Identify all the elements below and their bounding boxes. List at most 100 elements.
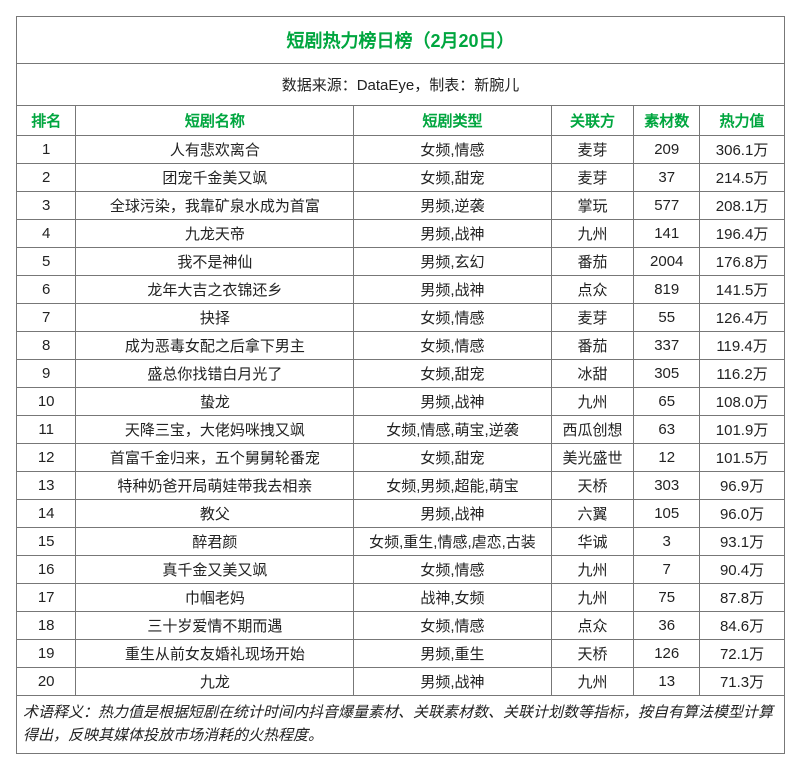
cell: 17 [17, 584, 76, 612]
cell: 101.5万 [700, 444, 785, 472]
source-row: 数据来源：DataEye，制表：新腕儿 [17, 64, 785, 106]
cell: 93.1万 [700, 528, 785, 556]
table-row: 6龙年大吉之衣锦还乡男频,战神点众819141.5万 [17, 276, 785, 304]
cell: 141.5万 [700, 276, 785, 304]
cell: 女频,甜宠 [354, 360, 551, 388]
cell: 126 [634, 640, 700, 668]
cell: 女频,情感,萌宝,逆袭 [354, 416, 551, 444]
table-row: 13特种奶爸开局萌娃带我去相亲女频,男频,超能,萌宝天桥30396.9万 [17, 472, 785, 500]
cell: 九州 [551, 584, 634, 612]
table-row: 1人有悲欢离合女频,情感麦芽209306.1万 [17, 136, 785, 164]
cell: 141 [634, 220, 700, 248]
cell: 我不是神仙 [76, 248, 354, 276]
cell: 冰甜 [551, 360, 634, 388]
table-row: 19重生从前女友婚礼现场开始男频,重生天桥12672.1万 [17, 640, 785, 668]
cell: 天桥 [551, 472, 634, 500]
cell: 8 [17, 332, 76, 360]
col-mat: 素材数 [634, 106, 700, 136]
cell: 13 [17, 472, 76, 500]
cell: 3 [17, 192, 76, 220]
cell: 男频,战神 [354, 388, 551, 416]
cell: 九州 [551, 668, 634, 696]
cell: 真千金又美又飒 [76, 556, 354, 584]
cell: 九龙 [76, 668, 354, 696]
cell: 19 [17, 640, 76, 668]
cell: 女频,情感 [354, 304, 551, 332]
cell: 84.6万 [700, 612, 785, 640]
cell: 176.8万 [700, 248, 785, 276]
cell: 303 [634, 472, 700, 500]
cell: 7 [634, 556, 700, 584]
col-type: 短剧类型 [354, 106, 551, 136]
cell: 教父 [76, 500, 354, 528]
cell: 全球污染，我靠矿泉水成为首富 [76, 192, 354, 220]
table-row: 4九龙天帝男频,战神九州141196.4万 [17, 220, 785, 248]
cell: 65 [634, 388, 700, 416]
table-row: 10蛰龙男频,战神九州65108.0万 [17, 388, 785, 416]
cell: 三十岁爱情不期而遇 [76, 612, 354, 640]
cell: 抉择 [76, 304, 354, 332]
cell: 醉君颜 [76, 528, 354, 556]
cell: 96.9万 [700, 472, 785, 500]
cell: 577 [634, 192, 700, 220]
cell: 87.8万 [700, 584, 785, 612]
cell: 番茄 [551, 332, 634, 360]
footer-text: 术语释义：热力值是根据短剧在统计时间内抖音爆量素材、关联素材数、关联计划数等指标… [17, 696, 785, 754]
cell: 天降三宝，大佬妈咪拽又飒 [76, 416, 354, 444]
source-text: 数据来源：DataEye，制表：新腕儿 [17, 64, 785, 106]
table-row: 20九龙男频,战神九州1371.3万 [17, 668, 785, 696]
cell: 番茄 [551, 248, 634, 276]
cell: 3 [634, 528, 700, 556]
cell: 6 [17, 276, 76, 304]
cell: 72.1万 [700, 640, 785, 668]
cell: 9 [17, 360, 76, 388]
cell: 麦芽 [551, 304, 634, 332]
cell: 女频,甜宠 [354, 444, 551, 472]
cell: 九州 [551, 388, 634, 416]
table-row: 7抉择女频,情感麦芽55126.4万 [17, 304, 785, 332]
cell: 龙年大吉之衣锦还乡 [76, 276, 354, 304]
footer-row: 术语释义：热力值是根据短剧在统计时间内抖音爆量素材、关联素材数、关联计划数等指标… [17, 696, 785, 754]
table-row: 11天降三宝，大佬妈咪拽又飒女频,情感,萌宝,逆袭西瓜创想63101.9万 [17, 416, 785, 444]
header-row: 排名 短剧名称 短剧类型 关联方 素材数 热力值 [17, 106, 785, 136]
cell: 1 [17, 136, 76, 164]
cell: 12 [634, 444, 700, 472]
cell: 105 [634, 500, 700, 528]
cell: 女频,甜宠 [354, 164, 551, 192]
ranking-table: 短剧热力榜日榜（2月20日） 数据来源：DataEye，制表：新腕儿 排名 短剧… [16, 16, 785, 754]
cell: 特种奶爸开局萌娃带我去相亲 [76, 472, 354, 500]
cell: 71.3万 [700, 668, 785, 696]
cell: 18 [17, 612, 76, 640]
cell: 819 [634, 276, 700, 304]
cell: 女频,情感 [354, 136, 551, 164]
table-row: 17巾帼老妈战神,女频九州7587.8万 [17, 584, 785, 612]
col-rank: 排名 [17, 106, 76, 136]
cell: 90.4万 [700, 556, 785, 584]
cell: 101.9万 [700, 416, 785, 444]
cell: 女频,情感 [354, 556, 551, 584]
cell: 116.2万 [700, 360, 785, 388]
cell: 九州 [551, 220, 634, 248]
col-heat: 热力值 [700, 106, 785, 136]
table-row: 15醉君颜女频,重生,情感,虐恋,古装华诚393.1万 [17, 528, 785, 556]
cell: 208.1万 [700, 192, 785, 220]
table-row: 2团宠千金美又飒女频,甜宠麦芽37214.5万 [17, 164, 785, 192]
table-row: 16真千金又美又飒女频,情感九州790.4万 [17, 556, 785, 584]
cell: 10 [17, 388, 76, 416]
cell: 美光盛世 [551, 444, 634, 472]
cell: 96.0万 [700, 500, 785, 528]
cell: 196.4万 [700, 220, 785, 248]
cell: 首富千金归来，五个舅舅轮番宠 [76, 444, 354, 472]
cell: 36 [634, 612, 700, 640]
cell: 2004 [634, 248, 700, 276]
cell: 20 [17, 668, 76, 696]
cell: 75 [634, 584, 700, 612]
cell: 2 [17, 164, 76, 192]
table-row: 5我不是神仙男频,玄幻番茄2004176.8万 [17, 248, 785, 276]
cell: 119.4万 [700, 332, 785, 360]
cell: 12 [17, 444, 76, 472]
cell: 成为恶毒女配之后拿下男主 [76, 332, 354, 360]
table-row: 9盛总你找错白月光了女频,甜宠冰甜305116.2万 [17, 360, 785, 388]
cell: 点众 [551, 612, 634, 640]
cell: 306.1万 [700, 136, 785, 164]
